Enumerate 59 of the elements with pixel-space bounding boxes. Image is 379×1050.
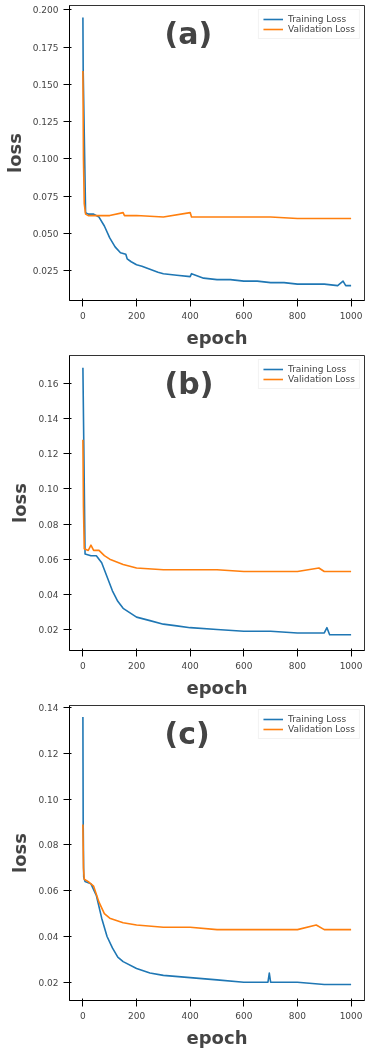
x-tick-label: 200 bbox=[127, 310, 146, 321]
x-tick-label: 800 bbox=[288, 1010, 307, 1021]
x-tick-label: 600 bbox=[235, 660, 253, 671]
y-axis-title: loss bbox=[9, 833, 31, 873]
legend-label: Validation Loss bbox=[287, 24, 355, 34]
annotation: (c) bbox=[164, 715, 210, 751]
annotation: (a) bbox=[164, 15, 213, 51]
x-tick-label: 1000 bbox=[339, 1010, 363, 1021]
y-tick-label: 0.12 bbox=[38, 749, 59, 760]
x-tick-label: 200 bbox=[127, 1010, 146, 1021]
x-tick-label: 1000 bbox=[339, 660, 363, 671]
y-tick-label: 0.02 bbox=[38, 624, 59, 635]
x-tick-label: 800 bbox=[288, 660, 307, 671]
y-tick-label: 0.08 bbox=[38, 840, 59, 851]
y-axis-title: loss bbox=[9, 483, 31, 523]
x-axis-title: epoch bbox=[186, 326, 248, 348]
annotation: (b) bbox=[164, 365, 214, 401]
y-axis-title: loss bbox=[3, 133, 25, 173]
y-tick-label: 0.04 bbox=[38, 931, 59, 942]
x-tick-label: 600 bbox=[235, 1010, 253, 1021]
x-tick-label: 400 bbox=[181, 1010, 200, 1021]
x-tick-label: 200 bbox=[127, 660, 146, 671]
y-tick-label: 0.075 bbox=[32, 191, 59, 202]
x-tick-label: 0 bbox=[80, 660, 87, 671]
x-tick-label: 800 bbox=[288, 310, 307, 321]
x-tick-label: 0 bbox=[80, 310, 87, 321]
y-tick-label: 0.125 bbox=[32, 117, 59, 128]
x-axis-title: epoch bbox=[186, 1026, 248, 1048]
y-tick-label: 0.06 bbox=[38, 554, 59, 565]
y-tick-label: 0.14 bbox=[38, 703, 59, 714]
x-tick-label: 0 bbox=[80, 1010, 87, 1021]
y-tick-label: 0.10 bbox=[38, 794, 59, 805]
x-tick-label: 1000 bbox=[339, 310, 363, 321]
legend-label: Validation Loss bbox=[287, 724, 355, 734]
legend-label: Training Loss bbox=[287, 14, 347, 24]
y-tick-label: 0.025 bbox=[32, 266, 59, 277]
y-tick-label: 0.150 bbox=[32, 79, 59, 90]
line-series bbox=[82, 823, 352, 931]
y-tick-label: 0.10 bbox=[38, 484, 59, 495]
x-tick-label: 400 bbox=[181, 660, 200, 671]
line-series bbox=[82, 438, 352, 573]
y-tick-label: 0.06 bbox=[38, 886, 59, 897]
y-tick-label: 0.02 bbox=[38, 977, 59, 988]
y-tick-label: 0.12 bbox=[38, 449, 59, 460]
y-tick-label: 0.100 bbox=[32, 154, 59, 165]
y-tick-label: 0.175 bbox=[32, 42, 59, 53]
legend-label: Training Loss bbox=[287, 364, 347, 374]
y-tick-label: 0.04 bbox=[38, 589, 59, 600]
x-axis-title: epoch bbox=[186, 676, 248, 698]
y-tick-label: 0.050 bbox=[32, 228, 59, 239]
line-series bbox=[82, 70, 352, 220]
y-tick-label: 0.16 bbox=[38, 379, 59, 390]
y-tick-label: 0.200 bbox=[32, 5, 59, 16]
legend-label: Training Loss bbox=[287, 714, 347, 724]
y-tick-label: 0.14 bbox=[38, 414, 59, 425]
x-tick-label: 400 bbox=[181, 310, 200, 321]
y-tick-label: 0.08 bbox=[38, 519, 59, 530]
x-tick-label: 600 bbox=[235, 310, 253, 321]
legend-label: Validation Loss bbox=[287, 374, 355, 384]
